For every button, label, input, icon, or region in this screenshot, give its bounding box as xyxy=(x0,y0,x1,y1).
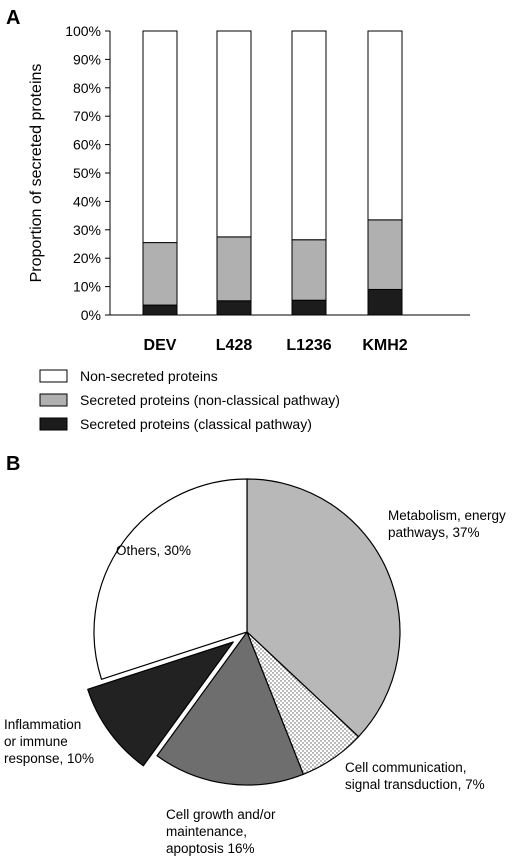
legend: Non-secreted proteins Secreted proteins (… xyxy=(39,368,340,432)
y-tick-label: 50% xyxy=(73,165,101,181)
y-axis: 0% 10% 20% 30% 40% 50% 60% 70% 80% 90% 100% xyxy=(65,23,470,323)
category-label: KMH2 xyxy=(362,337,407,354)
pie-labels: Metabolism, energy pathways, 37% Cell comm… xyxy=(4,508,506,856)
bar-segment-l1236-1 xyxy=(291,239,327,301)
y-tick-label: 0% xyxy=(81,307,101,323)
panel-a-letter: A xyxy=(6,7,20,29)
y-tick-label: 100% xyxy=(65,23,101,39)
bar-segment-kmh2-2 xyxy=(367,30,403,221)
bars xyxy=(142,30,403,316)
stacked-bar-chart: Proportion of secreted proteins 0% 10% 20%… xyxy=(28,23,470,432)
legend-label: Secreted proteins (classical pathway) xyxy=(80,416,312,432)
category-labels: DEV L428 L1236 KMH2 xyxy=(144,337,408,354)
y-axis-label: Proportion of secreted proteins xyxy=(28,64,45,283)
legend-swatch xyxy=(39,417,68,431)
pie-slice-3 xyxy=(87,641,234,767)
category-label: DEV xyxy=(144,337,177,354)
y-tick-label: 60% xyxy=(73,137,101,153)
y-tick-label: 10% xyxy=(73,279,101,295)
bar-segment-l1236-2 xyxy=(291,30,327,241)
bar-segment-l428-0 xyxy=(216,300,252,316)
y-tick-label: 20% xyxy=(73,250,101,266)
bar-segment-l428-2 xyxy=(216,30,252,238)
pie-slice-0 xyxy=(246,478,401,738)
y-tick-label: 40% xyxy=(73,193,101,209)
pie-label: Others, 30% xyxy=(116,543,191,558)
pie-slice-4 xyxy=(93,478,248,680)
legend-swatch xyxy=(39,369,68,383)
bar-segment-kmh2-1 xyxy=(367,219,403,290)
pie-slices xyxy=(87,478,401,786)
legend-label: Non-secreted proteins xyxy=(80,368,218,384)
pie-label: Metabolism, energy pathways, 37% xyxy=(388,508,506,540)
pie-label: Inflammation or immune response, 10% xyxy=(4,717,94,766)
pie-label: Cell communication, signal transduction, … xyxy=(345,760,485,792)
pie-slice-2 xyxy=(156,631,304,786)
y-tick-label: 80% xyxy=(73,80,101,96)
category-label: L428 xyxy=(216,337,253,354)
bar-segment-l1236-0 xyxy=(291,299,327,316)
bar-segment-dev-0 xyxy=(142,304,178,316)
pie-label: Cell growth and/or maintenance, apoptosis … xyxy=(166,807,276,856)
bar-segment-kmh2-0 xyxy=(367,288,403,316)
bar-segment-l428-1 xyxy=(216,236,252,302)
y-tick-label: 90% xyxy=(73,51,101,67)
bar-segment-dev-1 xyxy=(142,242,178,306)
y-tick-label: 30% xyxy=(73,222,101,238)
legend-label: Secreted proteins (non-classical pathway… xyxy=(80,392,340,408)
bar-segment-dev-2 xyxy=(142,30,178,244)
pie-chart: Metabolism, energy pathways, 37% Cell comm… xyxy=(4,478,506,856)
y-tick-label: 70% xyxy=(73,108,101,124)
legend-swatch xyxy=(39,393,68,407)
category-label: L1236 xyxy=(286,337,331,354)
panel-b-letter: B xyxy=(6,453,20,475)
